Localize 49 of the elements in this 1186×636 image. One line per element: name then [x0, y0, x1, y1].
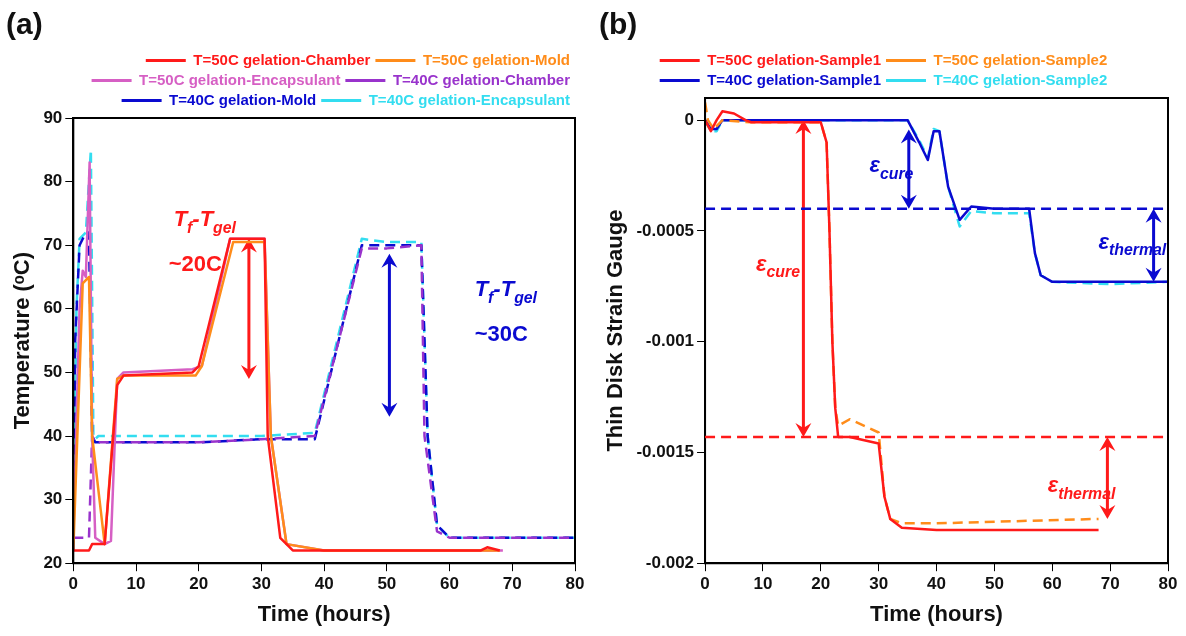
legend-label: T=40C gelation-Sample2 [933, 70, 1108, 88]
y-tick-label: -0.002 [645, 552, 695, 572]
x-tick-label: 10 [753, 574, 773, 594]
annotation: ~20C [168, 250, 222, 276]
y-axis-title: Thin Disk Strain Gauge [602, 209, 628, 452]
x-axis-title: Time (hours) [870, 600, 1003, 626]
x-tick-label: 70 [502, 574, 522, 594]
x-tick-label: 30 [251, 574, 271, 594]
chart-title: (a) [6, 7, 43, 41]
legend-label: T=40C gelation-Encapsulant [368, 90, 571, 108]
legend-label: T=40C gelation-Sample1 [707, 70, 882, 88]
x-tick-label: 80 [565, 574, 585, 594]
y-tick-label: 40 [43, 425, 63, 445]
x-tick-label: 0 [68, 574, 79, 594]
x-tick-label: 60 [440, 574, 460, 594]
y-tick-label: 30 [43, 489, 63, 509]
y-tick-label: 0 [684, 109, 695, 129]
x-tick-label: 70 [1100, 574, 1120, 594]
y-tick-label: 50 [43, 362, 63, 382]
x-tick-label: 20 [189, 574, 209, 594]
x-tick-label: 40 [927, 574, 946, 594]
x-axis-title: Time (hours) [257, 600, 391, 626]
x-tick-label: 40 [314, 574, 334, 594]
legend-label: T=40C gelation-Chamber [392, 70, 571, 88]
legend-label: T=40C gelation-Mold [169, 90, 317, 108]
y-axis-title: Temperature (ᵒC) [9, 251, 35, 430]
y-tick-label: 90 [43, 107, 63, 127]
y-tick-label: 20 [43, 552, 63, 572]
x-tick-label: 30 [869, 574, 889, 594]
legend-label: T=50C gelation-Sample2 [933, 50, 1108, 68]
y-tick-label: -0.0005 [636, 220, 695, 240]
annotation: ~30C [474, 320, 528, 346]
x-tick-label: 60 [1042, 574, 1062, 594]
y-tick-label: -0.001 [645, 331, 695, 351]
chart-title: (b) [599, 7, 638, 41]
y-tick-label: -0.0015 [636, 442, 695, 462]
legend-label: T=50C gelation-Mold [422, 50, 570, 68]
y-tick-label: 60 [43, 298, 63, 318]
x-tick-label: 80 [1158, 574, 1178, 594]
x-tick-label: 50 [377, 574, 397, 594]
y-tick-label: 80 [43, 171, 63, 191]
x-tick-label: 20 [811, 574, 831, 594]
legend-label: T=50C gelation-Sample1 [707, 50, 882, 68]
x-tick-label: 50 [984, 574, 1004, 594]
legend-label: T=50C gelation-Encapsulant [139, 70, 341, 88]
legend-label: T=50C gelation-Chamber [193, 50, 371, 68]
x-tick-label: 10 [126, 574, 146, 594]
y-tick-label: 70 [43, 234, 63, 254]
x-tick-label: 0 [700, 574, 710, 594]
